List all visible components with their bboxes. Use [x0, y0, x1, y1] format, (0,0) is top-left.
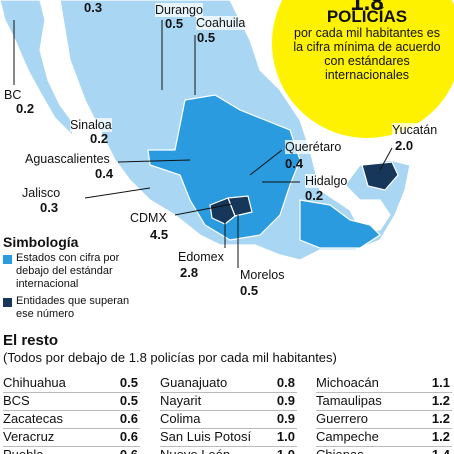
state-value: 1.4 — [432, 446, 450, 454]
state-name: Yucatán — [392, 123, 438, 137]
state-name: Nayarit — [160, 393, 202, 408]
state-value: 2.0 — [395, 138, 414, 153]
table-row: Puebla 0.6 — [3, 446, 140, 454]
state-name: San Luis Potosí — [160, 429, 252, 444]
state-name: Campeche — [316, 429, 379, 444]
table-row: Zacatecas 0.6 — [3, 410, 140, 429]
table-row: Colima 0.9 — [160, 410, 297, 429]
leader-lines — [13, 20, 393, 268]
state-value: 0.4 — [285, 156, 304, 171]
state-name: Durango — [155, 3, 203, 17]
circle-value: 1.8 — [350, 0, 384, 16]
state-name: Hidalgo — [305, 174, 348, 188]
table-row: Veracruz 0.6 — [3, 428, 140, 447]
state-value: 0.2 — [90, 131, 109, 146]
state-name: Chiapas — [316, 446, 364, 454]
state-value: 0.5 — [197, 30, 216, 45]
yucatan — [361, 161, 399, 191]
table-row: Tamaulipas 1.2 — [316, 392, 452, 411]
legend-swatch — [3, 255, 12, 264]
state-value: 0.3 — [40, 200, 59, 215]
state-value: 1.1 — [431, 375, 450, 390]
state-name: Zacatecas — [3, 411, 63, 426]
state-value: 4.5 — [150, 227, 169, 242]
state-name: Veracruz — [3, 429, 55, 444]
table-row: Chiapas 1.4 — [316, 446, 452, 454]
state-name: Aguascalientes — [25, 152, 110, 166]
table-row: Michoacán 1.1 — [316, 374, 452, 393]
state-value: 1.2 — [431, 411, 450, 426]
state-value: 2.8 — [180, 265, 199, 280]
table-row: Guerrero 1.2 — [316, 410, 452, 429]
state-name: Coahuila — [196, 16, 246, 30]
state-value: 0.8 — [276, 375, 295, 390]
state-value: 0.5 — [119, 393, 138, 408]
table-row: San Luis Potosí 1.0 — [160, 428, 297, 447]
state-value: 1.2 — [431, 429, 450, 444]
state-value: 1.0 — [277, 446, 295, 454]
legend-title: Simbología — [3, 234, 79, 250]
state-name: Querétaro — [285, 140, 342, 154]
table-row: Guanajuato 0.8 — [160, 374, 297, 393]
state-name: Colima — [160, 411, 201, 426]
state-name: Guanajuato — [160, 375, 228, 390]
state-name: Chihuahua — [3, 375, 66, 390]
state-name: BCS — [3, 393, 30, 408]
state-value: 0.4 — [95, 166, 114, 181]
table-row: Nayarit 0.9 — [160, 392, 297, 411]
legend-swatch — [3, 298, 12, 307]
state-name: Michoacán — [316, 375, 379, 390]
table-row: Nuevo León 1.0 — [160, 446, 297, 454]
state-name: BC — [4, 88, 22, 102]
state-value: 0.6 — [119, 429, 138, 444]
legend-item: Entidades que superan ese número — [16, 295, 130, 320]
state-value: 0.6 — [119, 411, 138, 426]
table-row: Campeche 1.2 — [316, 428, 452, 447]
central-states — [147, 94, 301, 241]
east-states — [299, 199, 381, 249]
state-value: 0.6 — [120, 446, 138, 454]
state-name: Guerrero — [316, 411, 369, 426]
state-name: Nuevo León — [160, 446, 230, 454]
circle-title: POLICÍAS — [326, 7, 408, 26]
rest-subtitle: (Todos por debajo de 1.8 policías por ca… — [3, 350, 337, 365]
state-name: Tamaulipas — [316, 393, 382, 408]
state-name: CDMX — [130, 211, 167, 225]
state-name: Puebla — [3, 446, 43, 454]
state-value: 0.9 — [276, 411, 295, 426]
state-value: 0.2 — [305, 188, 324, 203]
legend-item: Estados con cifra por debajo del estánda… — [16, 252, 120, 290]
state-value: 0.2 — [16, 101, 35, 116]
circle-text: por cada mil habitantes es la cifra míni… — [293, 26, 441, 82]
table-row: Chihuahua 0.5 — [3, 374, 140, 393]
state-value: 1.2 — [431, 393, 450, 408]
table-row: BCS 0.5 — [3, 392, 140, 411]
state-value: 0.5 — [119, 375, 138, 390]
rest-title: El resto — [3, 332, 59, 349]
state-name: Edomex — [178, 250, 224, 264]
state-name: Sinaloa — [70, 118, 112, 132]
state-name: Jalisco — [22, 186, 61, 200]
state-value: 0.5 — [165, 16, 184, 31]
state-value: 1.0 — [276, 429, 295, 444]
state-value: 0.3 — [84, 0, 103, 15]
state-value: 0.9 — [276, 393, 295, 408]
state-value: 0.5 — [240, 283, 259, 298]
state-name: Morelos — [240, 268, 285, 282]
